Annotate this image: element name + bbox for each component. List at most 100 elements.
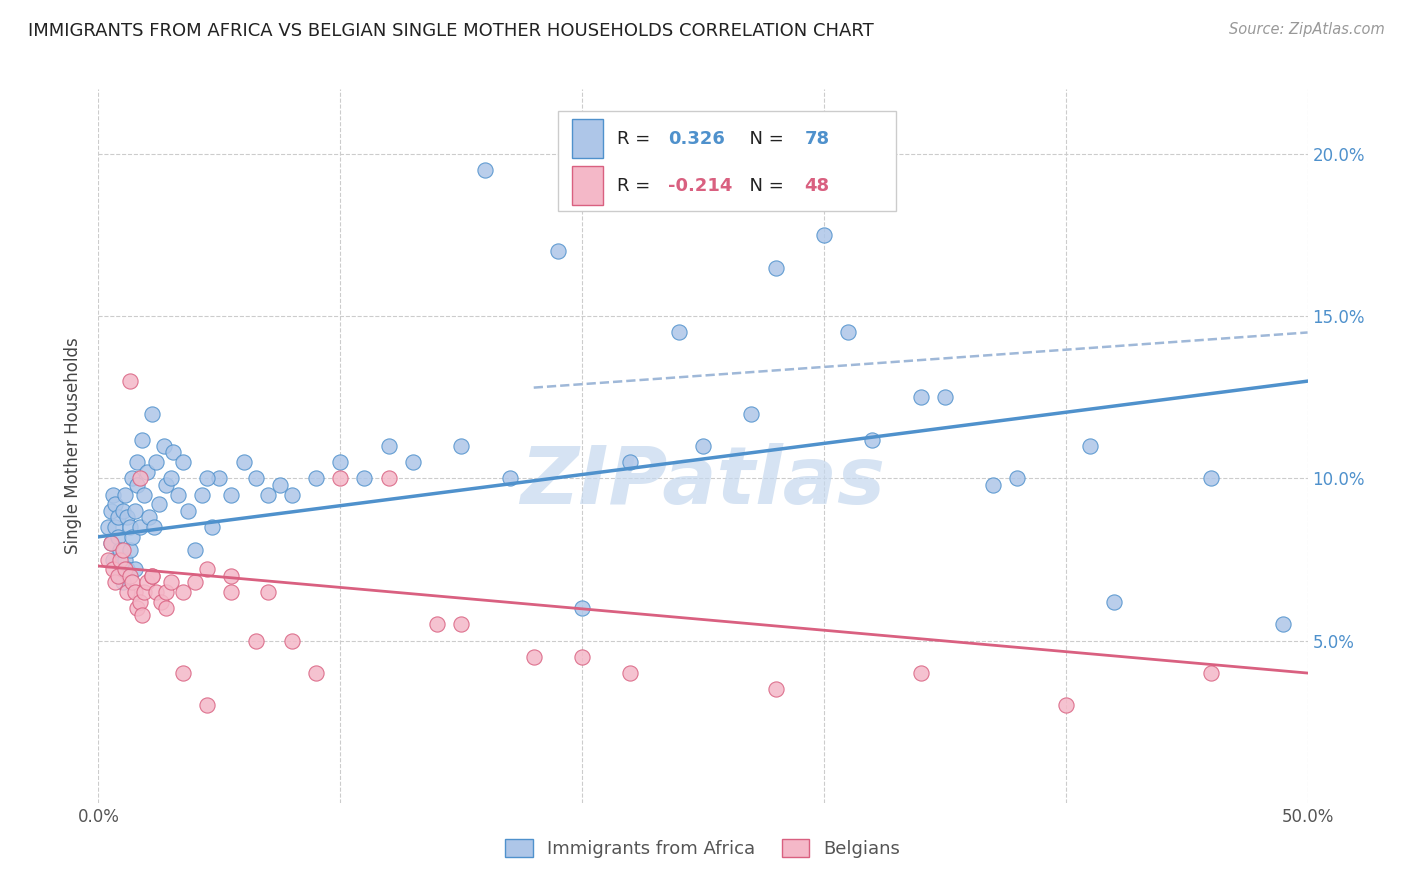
Point <box>221 568 243 582</box>
Point <box>221 585 243 599</box>
Point <box>114 562 136 576</box>
Point <box>128 595 150 609</box>
Text: -0.214: -0.214 <box>668 177 733 194</box>
Point <box>837 326 859 340</box>
Point <box>474 163 496 178</box>
Text: R =: R = <box>617 177 657 194</box>
Point <box>108 552 131 566</box>
Point <box>1199 666 1222 681</box>
Point <box>160 575 183 590</box>
Point <box>305 666 328 681</box>
Point <box>281 488 304 502</box>
Point <box>141 568 163 582</box>
Point <box>353 471 375 485</box>
Point <box>124 504 146 518</box>
Point <box>145 585 167 599</box>
Point <box>155 585 177 599</box>
Point <box>143 520 166 534</box>
Point <box>221 488 243 502</box>
Point <box>121 530 143 544</box>
FancyBboxPatch shape <box>558 111 897 211</box>
Point <box>131 607 153 622</box>
Point <box>108 568 131 582</box>
Point <box>127 478 149 492</box>
Point <box>121 575 143 590</box>
Point <box>100 536 122 550</box>
Point <box>152 439 174 453</box>
Point <box>107 510 129 524</box>
Point <box>619 666 641 681</box>
Point <box>981 478 1004 492</box>
Point <box>208 471 231 485</box>
Bar <box>572 166 603 205</box>
Point <box>1054 698 1077 713</box>
Point <box>121 471 143 485</box>
Point <box>141 407 163 421</box>
Point <box>150 595 173 609</box>
Point <box>172 666 194 681</box>
Point <box>118 520 141 534</box>
Point <box>195 471 218 485</box>
Bar <box>572 119 603 158</box>
Point <box>450 617 472 632</box>
Text: Source: ZipAtlas.com: Source: ZipAtlas.com <box>1229 22 1385 37</box>
Point <box>571 601 593 615</box>
Point <box>547 244 569 259</box>
Point <box>195 698 218 713</box>
Point <box>101 488 124 502</box>
Point <box>184 542 207 557</box>
Point <box>117 510 139 524</box>
Point <box>765 260 787 275</box>
Point <box>138 510 160 524</box>
Point <box>111 542 134 557</box>
Point <box>97 552 120 566</box>
Point <box>813 228 835 243</box>
Point <box>118 374 141 388</box>
Point <box>117 562 139 576</box>
Point <box>910 666 932 681</box>
Point <box>232 455 254 469</box>
Point <box>167 488 190 502</box>
Point <box>910 390 932 404</box>
Point <box>256 488 278 502</box>
Point <box>100 536 122 550</box>
Point <box>668 326 690 340</box>
Point <box>124 562 146 576</box>
Point <box>450 439 472 453</box>
Point <box>145 455 167 469</box>
Point <box>101 552 124 566</box>
Point <box>377 471 399 485</box>
Point <box>118 568 141 582</box>
Point <box>127 455 149 469</box>
Point <box>765 682 787 697</box>
Point <box>128 471 150 485</box>
Point <box>523 649 546 664</box>
Point <box>402 455 425 469</box>
Point <box>619 455 641 469</box>
Point <box>195 562 218 576</box>
Point <box>281 633 304 648</box>
Point <box>191 488 214 502</box>
Point <box>124 585 146 599</box>
Text: N =: N = <box>738 129 790 147</box>
Point <box>134 488 156 502</box>
Point <box>111 575 134 590</box>
Point <box>498 471 520 485</box>
Text: R =: R = <box>617 129 657 147</box>
Point <box>172 455 194 469</box>
Point <box>117 585 139 599</box>
Point <box>692 439 714 453</box>
Point <box>571 649 593 664</box>
Point <box>160 471 183 485</box>
Point <box>740 407 762 421</box>
Point <box>128 520 150 534</box>
Point <box>1199 471 1222 485</box>
Point <box>104 520 127 534</box>
Point <box>135 575 157 590</box>
Point <box>177 504 200 518</box>
Text: N =: N = <box>738 177 790 194</box>
Point <box>135 465 157 479</box>
Point <box>97 520 120 534</box>
Point <box>148 497 170 511</box>
Point <box>108 542 131 557</box>
